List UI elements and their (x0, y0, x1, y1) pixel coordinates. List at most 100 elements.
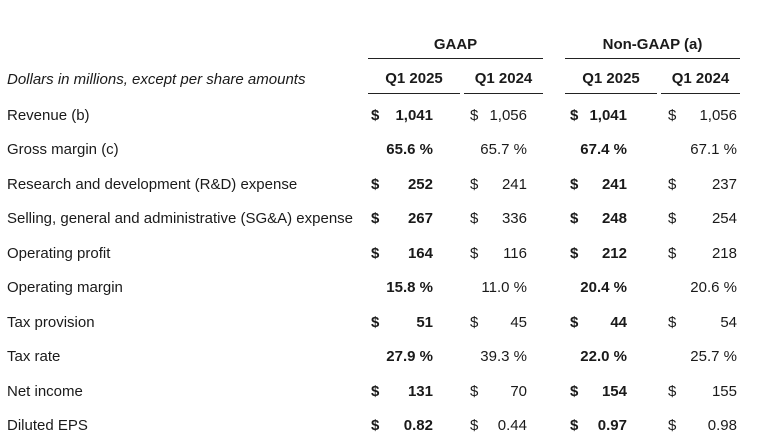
currency-symbol: $ (570, 417, 579, 434)
currency-symbol: $ (570, 314, 579, 331)
cell-value: 0.97 (597, 417, 627, 434)
cell-value: 15.8 % (386, 279, 433, 296)
cell-value: 254 (711, 210, 737, 227)
currency-symbol: $ (470, 210, 479, 227)
cell-value: 0.82 (403, 417, 433, 434)
cell-gaap-q1-2024: $0.44 (470, 414, 527, 438)
row-label: Research and development (R&D) expense (7, 176, 298, 193)
table-row: Operating profit $164 $116 $212 $218 (0, 242, 760, 266)
table-row: Research and development (R&D) expense $2… (0, 173, 760, 197)
cell-value: 212 (601, 245, 627, 262)
currency-symbol: $ (371, 107, 380, 124)
cell-value: 1,041 (395, 107, 433, 124)
currency-symbol: $ (668, 314, 677, 331)
currency-symbol: $ (371, 417, 380, 434)
cell-value: 0.44 (497, 417, 527, 434)
currency-symbol: $ (668, 176, 677, 193)
cell-value: 27.9 % (386, 348, 433, 365)
cell-value: 25.7 % (690, 348, 737, 365)
currency-symbol: $ (570, 245, 579, 262)
row-label: Tax provision (7, 314, 95, 331)
cell-value: 0.98 (707, 417, 737, 434)
cell-nongaap-q1-2025: $248 (570, 207, 627, 231)
cell-gaap-q1-2025: $1,041 (371, 104, 433, 128)
table-caption: Dollars in millions, except per share am… (7, 71, 306, 88)
cell-nongaap-q1-2025: 22.0 % (570, 345, 627, 369)
cell-value: 20.6 % (690, 279, 737, 296)
cell-value: 336 (501, 210, 527, 227)
currency-symbol: $ (668, 417, 677, 434)
cell-value: 237 (711, 176, 737, 193)
cell-nongaap-q1-2024: 67.1 % (668, 138, 737, 162)
cell-nongaap-q1-2024: $254 (668, 207, 737, 231)
cell-nongaap-q1-2024: $237 (668, 173, 737, 197)
cell-nongaap-q1-2024: $218 (668, 242, 737, 266)
cell-nongaap-q1-2025: 67.4 % (570, 138, 627, 162)
table-row: Tax rate 27.9 % 39.3 % 22.0 % 25.7 % (0, 345, 760, 369)
currency-symbol: $ (470, 383, 479, 400)
table-row: Gross margin (c) 65.6 % 65.7 % 67.4 % 67.1 % (0, 138, 760, 162)
gaap-group-header: GAAP (368, 36, 543, 59)
cell-gaap-q1-2025: $51 (371, 311, 433, 335)
currency-symbol: $ (371, 314, 380, 331)
row-label: Selling, general and administrative (SG&… (7, 210, 354, 227)
row-label: Operating margin (7, 279, 123, 296)
cell-value: 67.4 % (580, 141, 627, 158)
currency-symbol: $ (371, 210, 380, 227)
cell-nongaap-q1-2024: $1,056 (668, 104, 737, 128)
table-row: Revenue (b) $1,041 $1,056 $1,041 $1,056 (0, 104, 760, 128)
cell-nongaap-q1-2025: $0.97 (570, 414, 627, 438)
cell-value: 70 (510, 383, 527, 400)
cell-value: 54 (720, 314, 737, 331)
cell-nongaap-q1-2024: 20.6 % (668, 276, 737, 300)
cell-gaap-q1-2024: 11.0 % (470, 276, 527, 300)
currency-symbol: $ (570, 383, 579, 400)
table-row: Operating margin 15.8 % 11.0 % 20.4 % 20.6 % (0, 276, 760, 300)
table-row: Diluted EPS $0.82 $0.44 $0.97 $0.98 (0, 414, 760, 438)
cell-value: 1,056 (489, 107, 527, 124)
cell-value: 154 (601, 383, 627, 400)
currency-symbol: $ (470, 417, 479, 434)
cell-nongaap-q1-2025: $44 (570, 311, 627, 335)
currency-symbol: $ (470, 314, 479, 331)
cell-value: 45 (510, 314, 527, 331)
table-row: Tax provision $51 $45 $44 $54 (0, 311, 760, 335)
currency-symbol: $ (668, 245, 677, 262)
row-label: Revenue (b) (7, 107, 90, 124)
cell-value: 131 (407, 383, 433, 400)
cell-nongaap-q1-2025: $154 (570, 380, 627, 404)
currency-symbol: $ (668, 107, 677, 124)
cell-value: 65.6 % (386, 141, 433, 158)
cell-gaap-q1-2025: 27.9 % (371, 345, 433, 369)
cell-nongaap-q1-2025: $212 (570, 242, 627, 266)
cell-gaap-q1-2024: $241 (470, 173, 527, 197)
cell-gaap-q1-2024: 65.7 % (470, 138, 527, 162)
currency-symbol: $ (371, 176, 380, 193)
cell-nongaap-q1-2025: $1,041 (570, 104, 627, 128)
cell-gaap-q1-2024: $70 (470, 380, 527, 404)
cell-nongaap-q1-2025: $241 (570, 173, 627, 197)
cell-value: 39.3 % (480, 348, 527, 365)
cell-value: 241 (501, 176, 527, 193)
cell-value: 11.0 % (481, 279, 527, 296)
col-header-nongaap-q1-2025: Q1 2025 (565, 69, 657, 94)
cell-gaap-q1-2025: $0.82 (371, 414, 433, 438)
cell-value: 67.1 % (690, 141, 737, 158)
cell-value: 22.0 % (580, 348, 627, 365)
non-gaap-group-header: Non-GAAP (a) (565, 36, 740, 59)
currency-symbol: $ (570, 210, 579, 227)
currency-symbol: $ (668, 210, 677, 227)
cell-gaap-q1-2025: 65.6 % (371, 138, 433, 162)
cell-gaap-q1-2025: $164 (371, 242, 433, 266)
currency-symbol: $ (570, 176, 579, 193)
cell-gaap-q1-2024: 39.3 % (470, 345, 527, 369)
cell-nongaap-q1-2024: $155 (668, 380, 737, 404)
col-header-gaap-q1-2025: Q1 2025 (368, 69, 460, 94)
col-header-gaap-q1-2024: Q1 2024 (464, 69, 543, 94)
cell-gaap-q1-2025: $267 (371, 207, 433, 231)
cell-value: 252 (407, 176, 433, 193)
row-label: Net income (7, 383, 83, 400)
cell-value: 218 (711, 245, 737, 262)
cell-gaap-q1-2025: $131 (371, 380, 433, 404)
currency-symbol: $ (470, 176, 479, 193)
